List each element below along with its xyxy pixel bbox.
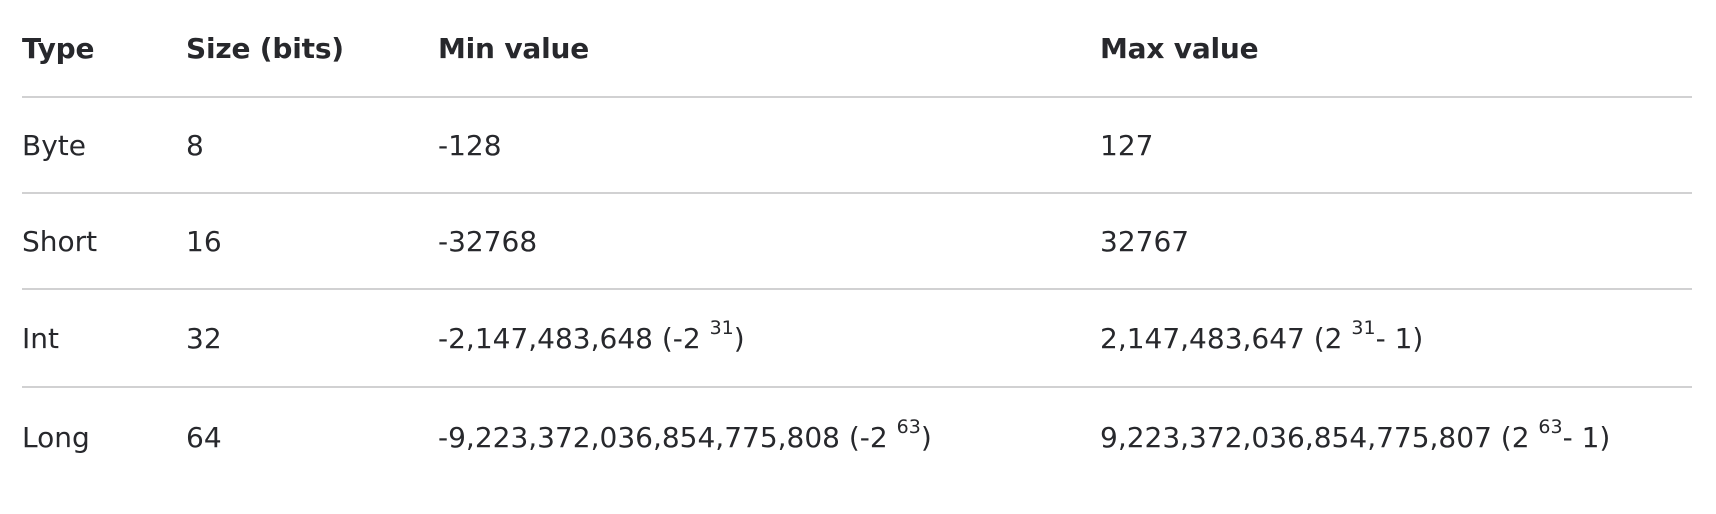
cell-min-value: -32768 — [438, 193, 1100, 290]
cell-max-value: 9,223,372,036,854,775,807 (2 63- 1) — [1100, 387, 1692, 486]
min-value-exponent: 63 — [896, 415, 921, 438]
cell-size: 32 — [186, 289, 438, 388]
min-value-exponent: 31 — [709, 316, 734, 339]
table-row-byte: Byte 8 -128 127 — [22, 97, 1692, 194]
max-value-text: 2,147,483,647 (2 — [1100, 321, 1352, 355]
cell-type: Short — [22, 193, 186, 290]
cell-min-value: -128 — [438, 97, 1100, 194]
table-row-int: Int 32 -2,147,483,648 (-2 31) 2,147,483,… — [22, 289, 1692, 388]
table-header: Type Size (bits) Min value Max value — [22, 0, 1692, 98]
header-max-value: Max value — [1100, 0, 1692, 98]
cell-max-value: 32767 — [1100, 193, 1692, 290]
cell-min-value: -2,147,483,648 (-2 31) — [438, 289, 1100, 388]
cell-size: 16 — [186, 193, 438, 290]
cell-max-value: 2,147,483,647 (2 31- 1) — [1100, 289, 1692, 388]
min-value-text: -9,223,372,036,854,775,808 (-2 — [438, 420, 897, 454]
cell-size: 8 — [186, 97, 438, 194]
max-value-exponent: 63 — [1538, 415, 1563, 438]
cell-type: Byte — [22, 97, 186, 194]
cell-size: 64 — [186, 420, 222, 454]
max-value-suffix: - 1) — [1375, 321, 1424, 355]
max-value-suffix: - 1) — [1562, 420, 1611, 454]
header-row: Type Size (bits) Min value Max value — [22, 0, 1692, 98]
table-row-long: Long 64 -9,223,372,036,854,775,808 (-2 6… — [22, 387, 1692, 486]
header-size: Size (bits) — [186, 0, 438, 98]
cell-max-value: 127 — [1100, 97, 1692, 194]
cell-type: Long — [22, 420, 90, 454]
cell-min-value: -9,223,372,036,854,775,808 (-2 63) — [438, 387, 1100, 486]
min-value-suffix: ) — [733, 321, 745, 355]
cell-type: Int — [22, 289, 186, 388]
max-value-exponent: 31 — [1351, 316, 1376, 339]
min-value-suffix: ) — [920, 420, 932, 454]
max-value-text: 9,223,372,036,854,775,807 (2 — [1100, 420, 1539, 454]
header-min-value: Min value — [438, 0, 1100, 98]
integer-types-table-container: Type Size (bits) Min value Max value Byt… — [22, 0, 1692, 486]
table-row-short: Short 16 -32768 32767 — [22, 193, 1692, 290]
header-type: Type — [22, 0, 186, 98]
integer-types-table: Type Size (bits) Min value Max value Byt… — [22, 0, 1692, 486]
min-value-text: -2,147,483,648 (-2 — [438, 321, 710, 355]
table-body: Byte 8 -128 127 Short 16 -32768 32767 In… — [22, 97, 1692, 486]
